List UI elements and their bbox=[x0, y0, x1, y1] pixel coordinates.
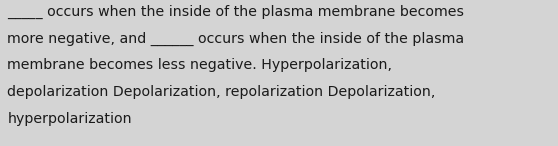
Text: _____ occurs when the inside of the plasma membrane becomes: _____ occurs when the inside of the plas… bbox=[7, 4, 464, 19]
Text: more negative, and ______ occurs when the inside of the plasma: more negative, and ______ occurs when th… bbox=[7, 31, 464, 46]
Text: membrane becomes less negative. Hyperpolarization,: membrane becomes less negative. Hyperpol… bbox=[7, 58, 392, 72]
Text: depolarization Depolarization, repolarization Depolarization,: depolarization Depolarization, repolariz… bbox=[7, 85, 436, 99]
Text: hyperpolarization: hyperpolarization bbox=[7, 112, 132, 126]
